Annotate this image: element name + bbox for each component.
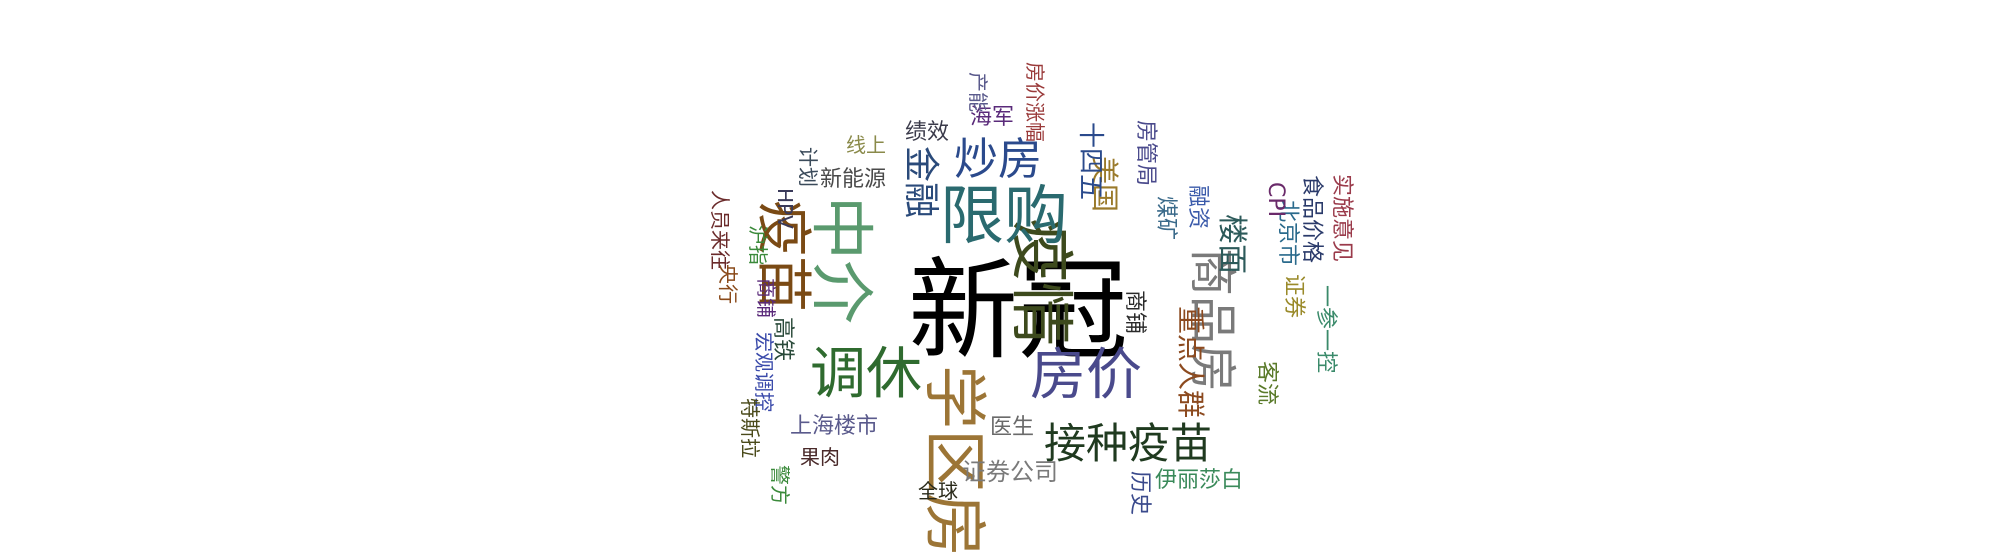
word-28: 融资 [1185,185,1210,230]
word-25: 一参一控 [1313,285,1338,374]
word-0: 新冠 [908,247,1128,375]
word-27: CPI [1263,182,1288,218]
word-32: 商铺 [754,278,778,318]
word-45: 线上 [846,133,886,157]
word-35: 特斯拉 [738,398,762,458]
word-3: 中介 [803,196,877,324]
word-6: 房价 [1030,343,1142,408]
word-30: 房管局 [1133,120,1158,187]
word-16: 上海楼市 [790,414,879,439]
word-2: 限购 [940,180,1068,254]
word-31: 商铺 [1122,290,1147,335]
word-15: 十四五 [1075,122,1105,201]
word-39: 历史 [1127,471,1152,516]
word-44: 计划 [796,147,820,187]
word-26: 证券 [1281,274,1306,319]
word-49: 房价涨幅 [1023,62,1047,142]
word-42: 沪指 [746,225,770,265]
word-17: 证券公司 [962,458,1058,486]
word-36: 警方 [768,465,792,505]
word-13: 重点人群 [1174,306,1207,419]
word-23: 食品价格 [1299,175,1324,264]
word-11: 金融 [900,146,941,219]
word-7: 调休 [810,342,922,407]
word-20: 伊丽莎白 [1155,468,1244,493]
word-18: 新能源 [820,167,887,192]
word-38: 全球 [918,479,958,503]
word-21: 客流 [1254,361,1279,406]
word-9: 接种疫苗 [1044,419,1213,468]
word-46: 绩效 [905,120,950,145]
word-10: 炒房 [954,134,1042,185]
word-29: 煤矿 [1153,196,1178,241]
word-47: 海军 [970,105,1015,130]
word-40: 央行 [716,264,740,304]
word-37: 果肉 [800,445,840,469]
word-19: 医生 [990,415,1035,440]
word-43: HPV [773,188,797,229]
word-41: 人员来往 [708,190,732,270]
word-12: 楼面 [1214,214,1249,274]
word-24: 实施意见 [1329,174,1354,263]
word-48: 产能 [966,72,990,112]
